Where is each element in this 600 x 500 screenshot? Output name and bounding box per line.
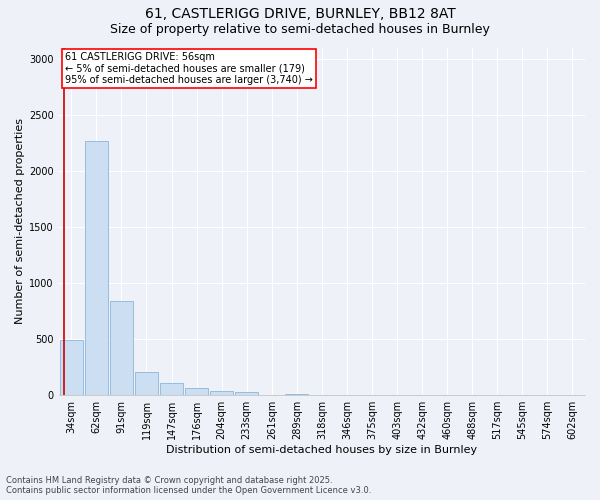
Bar bbox=[235, 392, 258, 395]
Bar bbox=[60, 340, 83, 395]
Bar bbox=[185, 388, 208, 395]
Bar bbox=[160, 384, 183, 395]
Text: 61, CASTLERIGG DRIVE, BURNLEY, BB12 8AT: 61, CASTLERIGG DRIVE, BURNLEY, BB12 8AT bbox=[145, 8, 455, 22]
Bar bbox=[260, 394, 283, 395]
Bar bbox=[286, 394, 308, 395]
Y-axis label: Number of semi-detached properties: Number of semi-detached properties bbox=[15, 118, 25, 324]
Bar bbox=[110, 301, 133, 395]
Text: 61 CASTLERIGG DRIVE: 56sqm
← 5% of semi-detached houses are smaller (179)
95% of: 61 CASTLERIGG DRIVE: 56sqm ← 5% of semi-… bbox=[65, 52, 313, 85]
X-axis label: Distribution of semi-detached houses by size in Burnley: Distribution of semi-detached houses by … bbox=[166, 445, 478, 455]
Bar bbox=[85, 140, 108, 395]
Text: Size of property relative to semi-detached houses in Burnley: Size of property relative to semi-detach… bbox=[110, 22, 490, 36]
Bar bbox=[310, 394, 334, 395]
Bar bbox=[135, 372, 158, 395]
Text: Contains HM Land Registry data © Crown copyright and database right 2025.
Contai: Contains HM Land Registry data © Crown c… bbox=[6, 476, 371, 495]
Bar bbox=[210, 390, 233, 395]
